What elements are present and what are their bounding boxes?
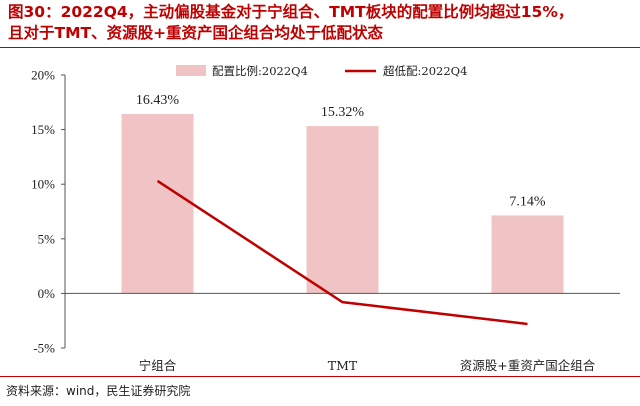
legend-swatch-bar: [176, 65, 206, 76]
bar-0: [121, 113, 194, 294]
chart-title: 图30：2022Q4，主动偏股基金对于宁组合、TMT板块的配置比例均超过15%，…: [8, 2, 636, 44]
y-tick-label-0: -5%: [33, 341, 55, 356]
bar-data-label-2: 7.14%: [509, 194, 546, 209]
x-category-label-1: TMT: [328, 358, 358, 373]
y-tick-label-3: 10%: [31, 177, 55, 192]
bar-1: [306, 126, 379, 294]
bar-data-label-0: 16.43%: [136, 93, 180, 108]
title-line-2: 且对于TMT、资源股+重资产国企组合均处于低配状态: [8, 24, 384, 42]
bottom-rule: [0, 376, 640, 377]
top-rule: [0, 47, 640, 48]
y-tick-label-4: 15%: [31, 122, 55, 137]
y-tick-label-1: 0%: [38, 286, 56, 301]
bar-data-label-1: 15.32%: [321, 105, 365, 120]
legend-label-bar: 配置比例:2022Q4: [212, 64, 308, 78]
y-tick-label-2: 5%: [38, 231, 56, 246]
bar-line-chart: 16.43% 15.32% 7.14% -5% 0% 5% 10% 15% 20% 宁组合 TMT 资…: [31, 64, 620, 373]
source-note: 资料来源：wind，民生证券研究院: [6, 384, 191, 398]
legend-label-line: 超低配:2022Q4: [383, 64, 467, 78]
y-tick-label-5: 20%: [31, 68, 55, 83]
x-category-label-2: 资源股+重资产国企组合: [460, 358, 596, 373]
title-line-1: 图30：2022Q4，主动偏股基金对于宁组合、TMT板块的配置比例均超过15%，: [8, 3, 574, 21]
bar-2: [491, 215, 564, 294]
x-category-label-0: 宁组合: [139, 358, 177, 373]
